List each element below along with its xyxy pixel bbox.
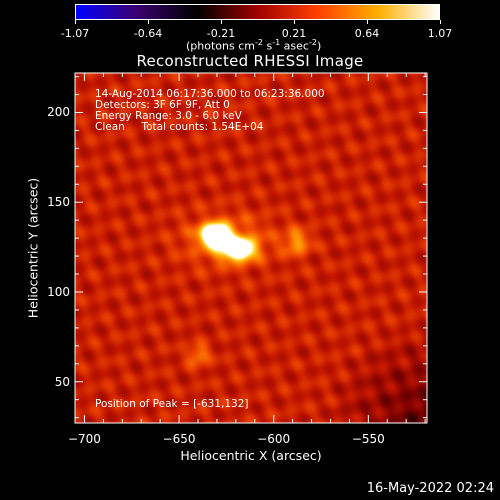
colorbar-tick-label: -1.07 [60, 27, 90, 40]
annotation-time-range: 14-Aug-2014 06:17:36.000 to 06:23:36.000 [95, 88, 325, 100]
rhessi-image-heatmap [75, 73, 427, 423]
colorbar-tick-label: -0.21 [206, 27, 236, 40]
x-axis-label: Heliocentric X (arcsec) [180, 448, 322, 463]
annotation-method-counts: Clean Total counts: 1.54E+04 [95, 121, 264, 133]
colorbar-tick-mark [366, 20, 368, 24]
y-tick-label: 100 [47, 284, 70, 299]
plot-frame [74, 72, 428, 424]
y-tick-label: 50 [54, 374, 70, 389]
x-tick-label: −550 [351, 432, 385, 446]
colorbar-tick-label: 0.21 [281, 27, 307, 40]
colorbar-tick-mark [293, 20, 295, 24]
y-tick-label: 150 [47, 195, 70, 210]
y-axis-label: Heliocentric Y (arcsec) [25, 177, 41, 319]
colorbar [75, 4, 440, 20]
annotation-peak-position: Position of Peak = [-631,132] [95, 398, 249, 410]
x-tick-label: −700 [67, 432, 101, 446]
colorbar-tick-mark [74, 20, 76, 24]
x-tick-label: −650 [162, 432, 196, 446]
colorbar-tick-label: 0.64 [354, 27, 380, 40]
annotation-detectors: Detectors: 3F 6F 9F, Att 0 [95, 99, 230, 111]
render-timestamp: 16-May-2022 02:24 [366, 481, 494, 496]
colorbar-units: (photons cm-2 s-1 asec-2) [186, 38, 322, 53]
colorbar-tick-mark [147, 20, 149, 24]
colorbar-tick-label: 1.07 [427, 27, 453, 40]
colorbar-tick-label: -0.64 [133, 27, 163, 40]
y-tick-label: 200 [47, 105, 70, 120]
colorbar-tick-mark [439, 20, 441, 24]
x-tick-label: −600 [257, 432, 291, 446]
annotation-energy-range: Energy Range: 3.0 - 6.0 keV [95, 110, 242, 122]
chart-title: Reconstructed RHESSI Image [136, 52, 364, 70]
colorbar-tick-mark [220, 20, 222, 24]
